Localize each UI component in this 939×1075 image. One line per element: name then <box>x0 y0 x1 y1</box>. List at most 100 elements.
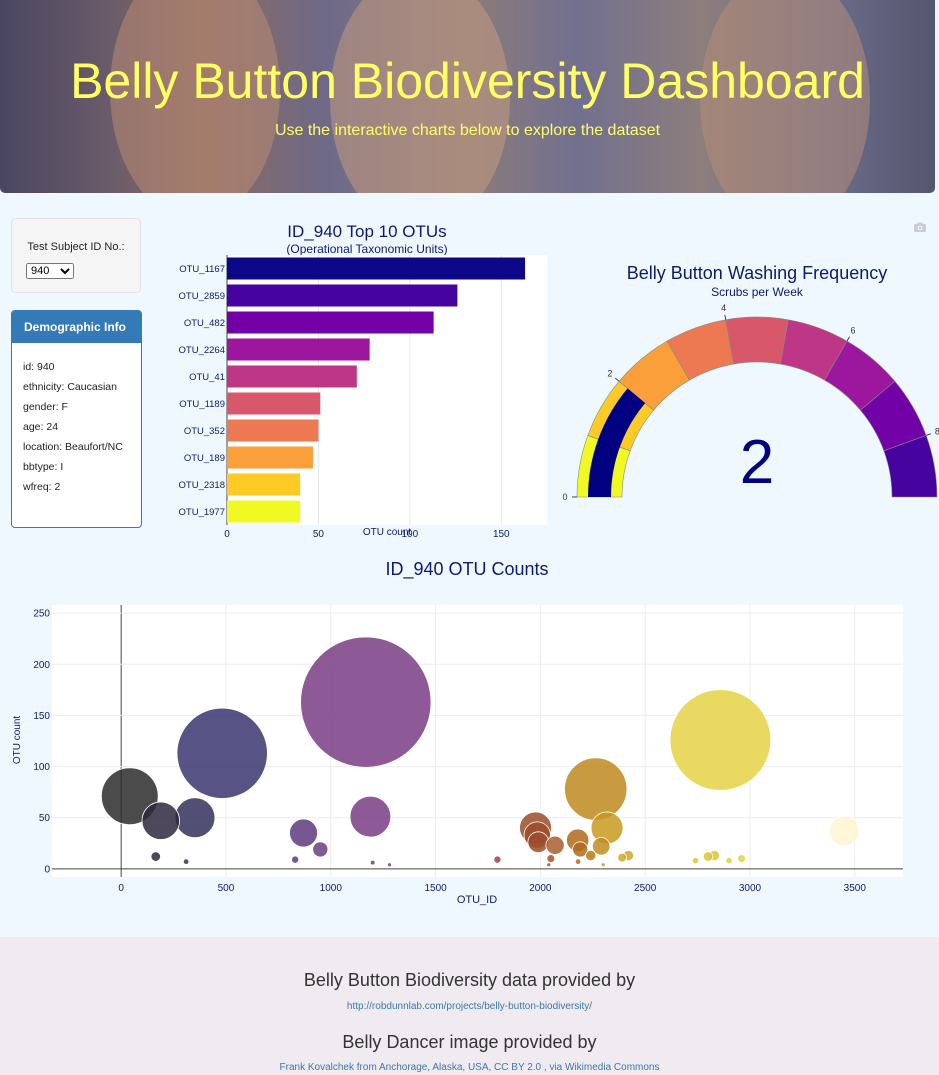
bubble-point <box>585 849 597 862</box>
gauge-step <box>883 435 938 498</box>
bubble-x-tick-label: 2500 <box>634 883 657 894</box>
bubble-point <box>737 854 747 863</box>
gauge-value-bar <box>588 388 646 497</box>
bar-x-tick-label: 100 <box>402 529 419 540</box>
gauge-title: Belly Button Washing Frequency <box>627 263 887 283</box>
bubble-point <box>150 851 161 862</box>
bar-x-tick-label: 50 <box>313 529 325 540</box>
bar-category-label: OTU_189 <box>184 453 225 464</box>
bubble-point <box>291 855 300 864</box>
demographic-panel-body: id: 940 ethnicity: Caucasian gender: F a… <box>12 343 141 493</box>
bubble-y-tick-label: 100 <box>33 762 50 773</box>
bubble-y-tick-label: 0 <box>44 864 50 875</box>
gauge-tick-label: 6 <box>850 326 855 336</box>
bubble-point <box>100 767 159 826</box>
bubble-point <box>572 841 589 858</box>
bar-category-label: OTU_2318 <box>179 480 225 491</box>
bubble-x-axis-label: OTU_ID <box>457 894 497 906</box>
gauge-tick-label: 4 <box>721 303 726 313</box>
bubble-point <box>546 854 556 863</box>
bar-category-label: OTU_2264 <box>179 345 225 356</box>
bar-otu-2859 <box>227 284 458 307</box>
bar-otu-1167 <box>227 257 526 280</box>
bar-otu-2318 <box>227 473 301 496</box>
bubble-y-tick-label: 200 <box>33 660 50 671</box>
bubble-point <box>574 858 582 865</box>
bar-category-label: OTU_1189 <box>179 399 225 410</box>
bar-otu-2264 <box>227 338 370 361</box>
bar-x-tick-label: 150 <box>493 529 510 540</box>
bubble-chart: ID_940 OTU Counts 0 500 1000 1500 2000 2500 30… <box>12 559 903 906</box>
bubble-point <box>141 801 180 840</box>
bubble-x-tick-label: 500 <box>218 883 235 894</box>
bubble-point <box>725 857 733 865</box>
camera-icon[interactable] <box>914 222 926 232</box>
bubble-chart-title: ID_940 OTU Counts <box>385 559 548 580</box>
bubble-y-axis-label: OTU count <box>12 716 23 765</box>
bubble-x-tick-label: 0 <box>118 883 124 894</box>
bubble-point <box>546 862 552 868</box>
bubble-point <box>182 858 190 865</box>
bar-otu-482 <box>227 311 434 334</box>
bar-chart: ID_940 Top 10 OTUs (Operational Taxonomi… <box>179 222 547 540</box>
demo-id: id: 940 <box>23 361 55 373</box>
bar-category-label: OTU_2859 <box>179 291 225 302</box>
bubble-point <box>289 818 318 848</box>
subject-selector-label: Test Subject ID No.: <box>27 241 125 253</box>
bar-x-axis-label: OTU count <box>363 527 412 538</box>
bubble-point <box>829 815 860 847</box>
bubble-point <box>174 797 216 839</box>
gauge-value: 2 <box>740 428 774 497</box>
gauge-tick-label: 8 <box>935 426 939 436</box>
bubble-point <box>527 831 550 854</box>
demo-bbtype: bbtype: I <box>23 461 64 473</box>
bubble-point <box>669 689 772 791</box>
bar-category-label: OTU_352 <box>184 426 225 437</box>
hero-figure-center <box>330 0 510 193</box>
bubble-point <box>176 707 268 799</box>
bar-otu-352 <box>227 419 319 442</box>
bubble-y-tick-label: 150 <box>33 711 50 722</box>
bubble-y-tick-label: 250 <box>33 609 50 620</box>
bar-otu-1977 <box>227 500 301 523</box>
gauge-subtitle: Scrubs per Week <box>711 285 804 299</box>
demographic-panel-title: Demographic Info <box>12 311 141 343</box>
gauge-tick <box>846 336 850 342</box>
demographic-panel: Demographic Info id: 940 ethnicity: Cauc… <box>11 310 142 528</box>
hero-banner: Belly Button Biodiversity Dashboard Use … <box>0 0 935 193</box>
bubble-point <box>702 851 714 862</box>
gauge-chart: Belly Button Washing Frequency Scrubs pe… <box>562 263 939 502</box>
subject-id-select[interactable]: 940 <box>26 263 74 279</box>
hero-figure-right <box>700 0 870 193</box>
bar-otu-189 <box>227 446 313 469</box>
page-subtitle: Use the interactive charts below to expl… <box>274 122 661 139</box>
bar-x-tick-label: 0 <box>224 529 230 540</box>
bubble-point <box>300 636 432 768</box>
bubble-point <box>591 837 611 856</box>
bubble-y-tick-label: 50 <box>39 813 51 824</box>
bar-chart-subtitle: (Operational Taxonomic Units) <box>286 242 447 256</box>
footer-data-link[interactable]: http://robdunnlab.com/projects/belly-but… <box>346 1001 593 1012</box>
bar-otu-1189 <box>227 392 321 415</box>
subject-selector-well: Test Subject ID No.: 940 <box>11 218 141 293</box>
bubble-point <box>369 859 376 866</box>
bar-category-label: OTU_41 <box>189 372 225 383</box>
gauge-step <box>725 316 789 365</box>
demo-gender: gender: F <box>23 401 68 413</box>
bar-category-label: OTU_1977 <box>179 507 225 518</box>
bubble-point <box>600 862 606 868</box>
footer-image-link[interactable]: Frank Kovalchek from Anchorage, Alaska, … <box>279 1062 660 1073</box>
hero-figure-left <box>110 0 280 193</box>
bubble-x-tick-label: 3500 <box>844 883 867 894</box>
gauge-tick <box>724 314 727 320</box>
bubble-x-tick-label: 1500 <box>424 883 447 894</box>
bubble-point <box>617 852 627 863</box>
footer: Belly Button Biodiversity data provided … <box>0 937 939 1075</box>
demo-location: location: Beaufort/NC <box>23 441 123 453</box>
gauge-tick <box>925 433 932 436</box>
bubble-point <box>691 857 700 865</box>
gauge-tick-label: 0 <box>562 492 567 502</box>
bar-category-label: OTU_482 <box>184 318 225 329</box>
bubble-point <box>493 855 502 864</box>
demo-ethnicity: ethnicity: Caucasian <box>23 381 117 393</box>
